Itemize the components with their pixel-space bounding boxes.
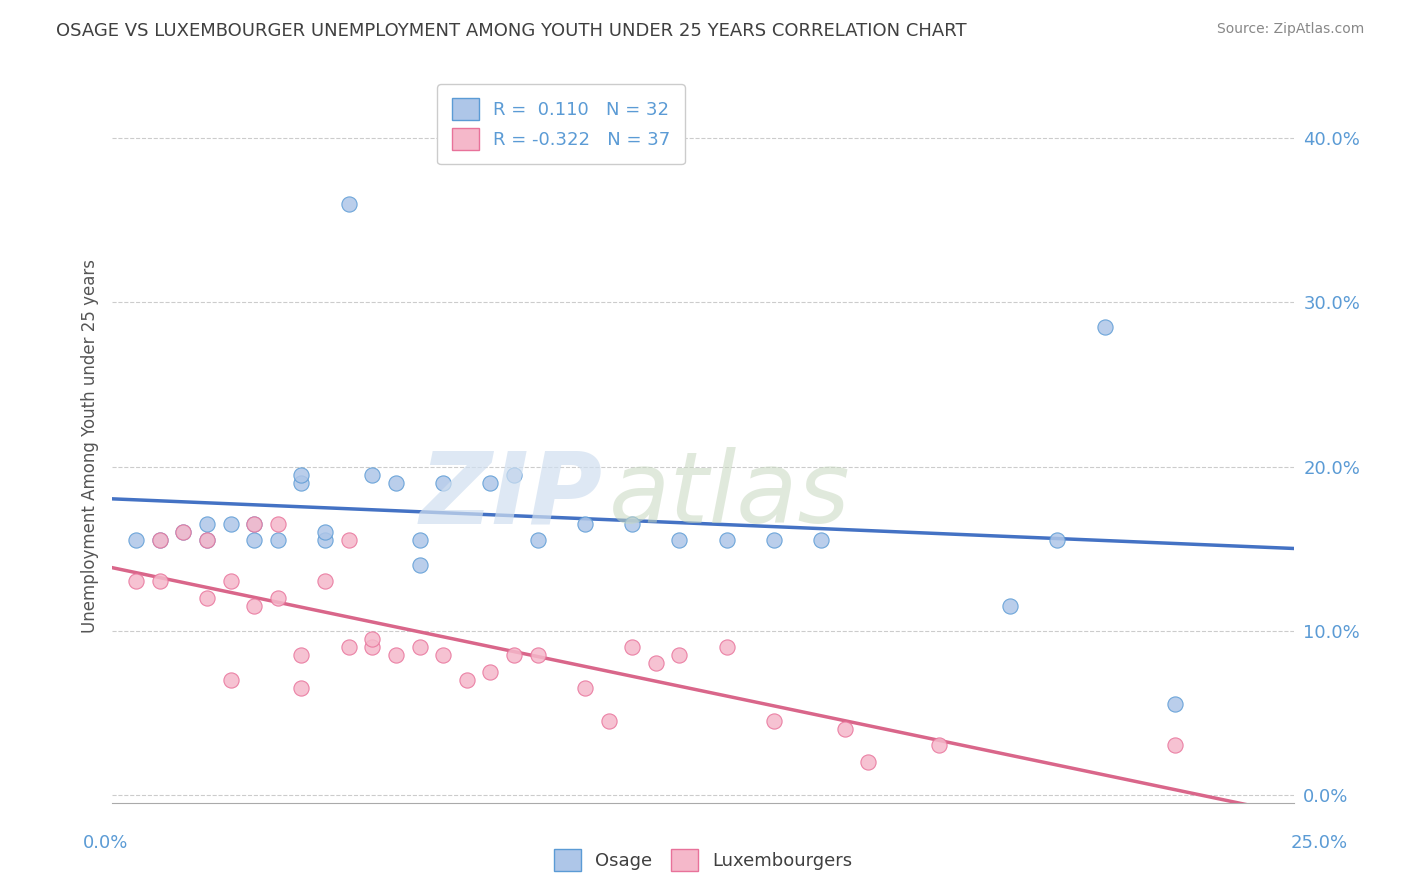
Point (290, 648, 312, 662)
Point (219, 516, 242, 531)
Point (290, 475, 312, 490)
Point (858, 755, 880, 769)
Point (1094, 320, 1116, 334)
Point (668, 533, 690, 548)
Point (1046, 533, 1069, 548)
Point (668, 648, 690, 662)
Point (432, 475, 454, 490)
Point (526, 533, 548, 548)
Point (125, 574, 148, 589)
Point (716, 640, 738, 654)
Point (314, 533, 336, 548)
Point (361, 632, 384, 646)
Point (290, 681, 312, 695)
Text: OSAGE VS LUXEMBOURGER UNEMPLOYMENT AMONG YOUTH UNDER 25 YEARS CORRELATION CHART: OSAGE VS LUXEMBOURGER UNEMPLOYMENT AMONG… (56, 22, 967, 40)
Point (195, 516, 218, 531)
Point (716, 533, 738, 548)
Point (149, 574, 172, 589)
Point (337, 640, 360, 654)
Point (503, 467, 526, 482)
Point (149, 533, 172, 548)
Point (361, 640, 384, 654)
Point (1164, 698, 1187, 712)
Text: ZIP: ZIP (419, 448, 603, 544)
Point (267, 516, 290, 531)
Point (1164, 739, 1187, 753)
Point (598, 714, 620, 728)
Point (432, 648, 454, 662)
Point (408, 640, 430, 654)
Text: 0.0%: 0.0% (83, 834, 128, 852)
Point (834, 722, 856, 736)
Point (574, 516, 596, 531)
Point (762, 714, 785, 728)
Legend: R =  0.110   N = 32, R = -0.322   N = 37: R = 0.110 N = 32, R = -0.322 N = 37 (437, 84, 685, 164)
Point (195, 533, 218, 548)
Point (314, 574, 336, 589)
Point (149, 533, 172, 548)
Point (195, 591, 218, 605)
Point (479, 475, 502, 490)
Y-axis label: Unemployment Among Youth under 25 years: Unemployment Among Youth under 25 years (80, 259, 98, 633)
Point (456, 673, 478, 687)
Text: atlas: atlas (609, 448, 851, 544)
Point (810, 533, 832, 548)
Point (267, 533, 290, 548)
Point (219, 574, 242, 589)
Point (267, 591, 290, 605)
Point (408, 533, 430, 548)
Text: 25.0%: 25.0% (1291, 834, 1347, 852)
Point (762, 533, 785, 548)
Point (385, 475, 408, 490)
Point (314, 525, 336, 540)
Point (219, 673, 242, 687)
Point (172, 525, 194, 540)
Point (503, 648, 526, 662)
Point (998, 599, 1021, 613)
Point (337, 197, 360, 211)
Legend: Osage, Luxembourgers: Osage, Luxembourgers (547, 842, 859, 879)
Point (172, 525, 194, 540)
Point (195, 533, 218, 548)
Point (408, 558, 430, 572)
Point (337, 533, 360, 548)
Point (243, 599, 266, 613)
Point (621, 516, 644, 531)
Point (243, 516, 266, 531)
Point (644, 657, 666, 671)
Point (243, 533, 266, 548)
Point (621, 640, 644, 654)
Point (361, 467, 384, 482)
Point (574, 681, 596, 695)
Point (479, 665, 502, 679)
Point (125, 533, 148, 548)
Point (928, 739, 950, 753)
Point (290, 467, 312, 482)
Text: Source: ZipAtlas.com: Source: ZipAtlas.com (1216, 22, 1364, 37)
Point (243, 516, 266, 531)
Point (385, 648, 408, 662)
Point (526, 648, 548, 662)
